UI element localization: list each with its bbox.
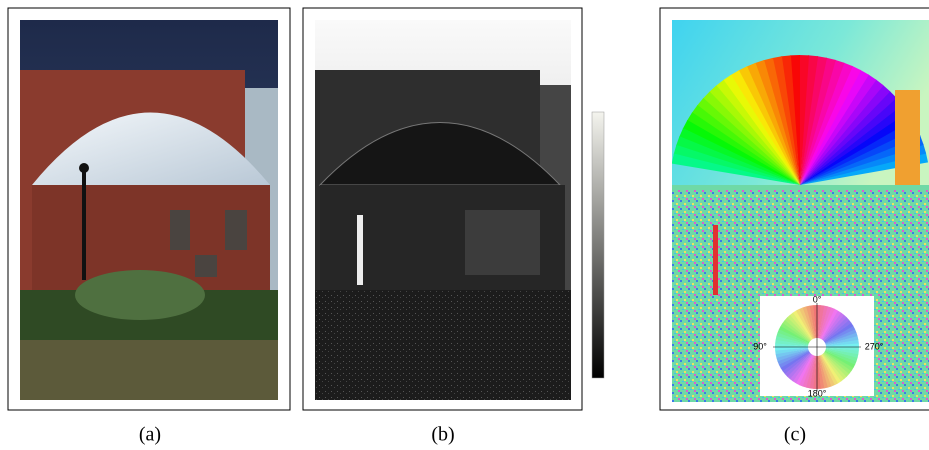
panel-caption: (c) — [784, 424, 806, 446]
wheel-label: 270° — [865, 341, 884, 351]
wheel-label: 90° — [753, 341, 767, 351]
panel-b — [303, 8, 582, 410]
panel-a — [8, 8, 290, 410]
panel-caption: (b) — [431, 424, 454, 446]
colorbar — [592, 112, 604, 378]
wheel-label: 0° — [813, 294, 822, 304]
wheel-label: 180° — [808, 388, 827, 398]
dome-base — [672, 185, 929, 190]
panel-caption: (a) — [139, 424, 161, 446]
panel-c: 0° 90° 180° 270° — [660, 8, 929, 410]
figure: 0%5%10%15%20% 0°90°180°270° (a)(b)(c) — [0, 0, 929, 450]
